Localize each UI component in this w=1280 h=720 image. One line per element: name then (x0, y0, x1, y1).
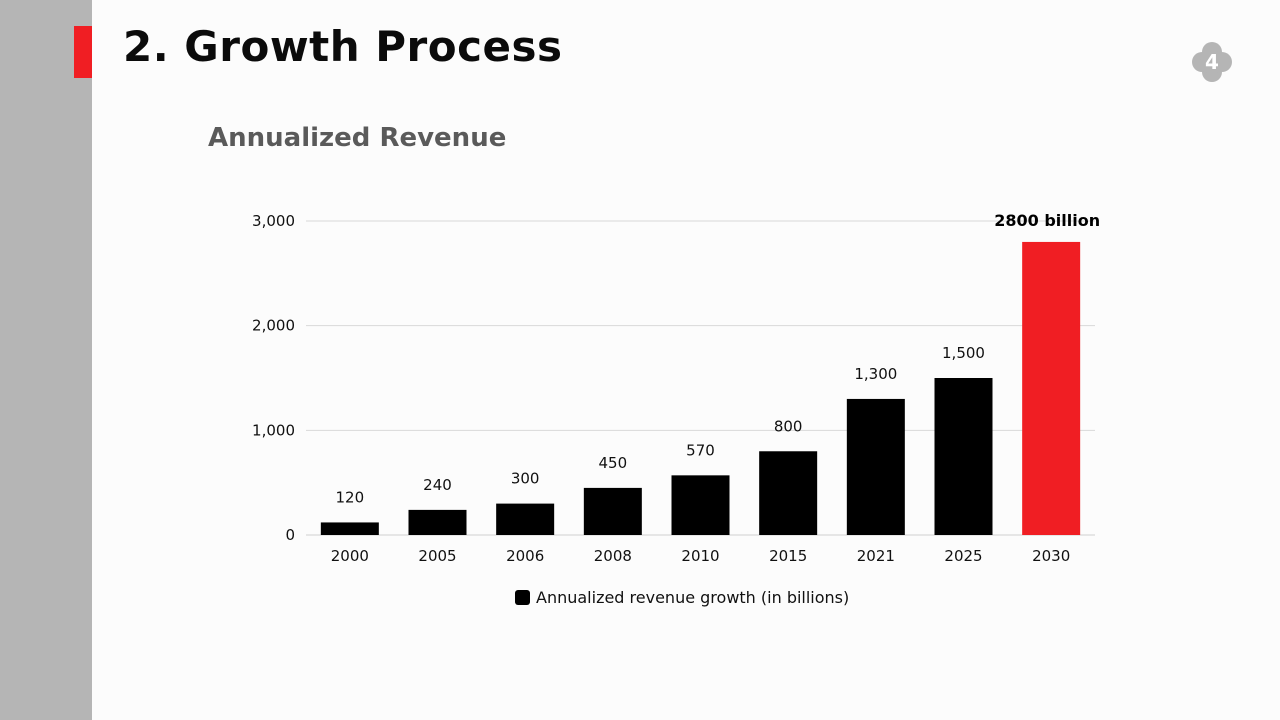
page-number: 4 (1205, 50, 1219, 74)
badge-shape-icon (1192, 42, 1232, 82)
y-tick-label: 3,000 (252, 212, 295, 230)
bar (1022, 241, 1081, 535)
chart-legend: Annualized revenue growth (in billions) (515, 588, 849, 607)
x-tick-label: 2021 (857, 547, 895, 565)
bar (934, 378, 993, 535)
x-tick-label: 2015 (769, 547, 807, 565)
bar (583, 487, 642, 535)
x-tick-label: 2000 (331, 547, 369, 565)
bar (320, 522, 379, 535)
x-tick-label: 2008 (594, 547, 632, 565)
bar (759, 451, 818, 535)
bar (496, 503, 555, 535)
chart-subtitle: Annualized Revenue (208, 123, 507, 153)
page-number-badge: 4 (1190, 40, 1234, 84)
x-tick-label: 2030 (1032, 547, 1070, 565)
x-tick-label: 2025 (944, 547, 982, 565)
x-tick-label: 2010 (681, 547, 719, 565)
bar (671, 475, 730, 535)
data-label: 800 (774, 417, 803, 435)
title-accent-bar (74, 26, 92, 78)
data-label: 570 (686, 441, 715, 459)
y-tick-label: 0 (285, 526, 295, 544)
x-tick-label: 2006 (506, 547, 544, 565)
x-tick-label: 2005 (418, 547, 456, 565)
left-sidebar-band (0, 0, 92, 720)
data-label: 240 (423, 476, 452, 494)
data-label: 450 (599, 454, 628, 472)
bar (408, 509, 467, 535)
data-label: 300 (511, 470, 540, 488)
legend-label: Annualized revenue growth (in billions) (536, 588, 850, 607)
legend-swatch (515, 590, 530, 605)
slide-title: 2. Growth Process (123, 22, 563, 71)
revenue-bar-chart: 0 1,000 2,000 3,000 2000 120 2005 240 2006 300 200… (252, 211, 1100, 565)
y-tick-label: 1,000 (252, 421, 295, 439)
bar (846, 398, 905, 535)
y-tick-label: 2,000 (252, 317, 295, 335)
data-label: 1,300 (854, 365, 897, 383)
data-label: 120 (336, 488, 365, 506)
data-label: 1,500 (942, 344, 985, 362)
data-label: 2800 billion (994, 211, 1100, 230)
